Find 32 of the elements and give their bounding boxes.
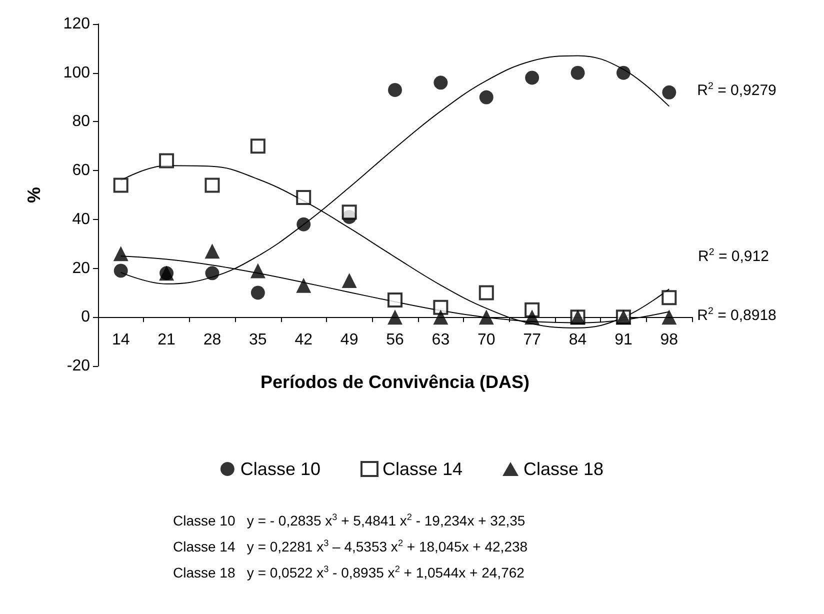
text: R$^{2}$ = 0,912 — [698, 247, 769, 265]
annotation: R$^{2}$ = 0,9279 — [697, 81, 776, 100]
legend-label: Classe 18 — [524, 459, 604, 479]
x-tick-label: 42 — [294, 332, 313, 348]
y-tick-label: 20 — [72, 260, 90, 277]
y-tick-label: 100 — [63, 64, 90, 82]
x-tick-label: 14 — [112, 332, 130, 348]
x-tick-label: 35 — [249, 332, 267, 348]
x-tick-label: 70 — [477, 332, 496, 348]
legend-label: Classe 14 — [382, 459, 463, 479]
x-tick-label: 98 — [660, 332, 678, 348]
y-tick-label: 120 — [63, 16, 90, 32]
x-tick-label: 21 — [158, 332, 176, 348]
x-tick-label: 77 — [523, 332, 542, 348]
x-tick-label: 63 — [432, 332, 450, 348]
annotation: R$^{2}$ = 0,8918 — [697, 306, 776, 324]
x-tick-label: 91 — [614, 332, 632, 348]
y-tick-label: 0 — [81, 308, 90, 326]
y-tick-label: 80 — [72, 113, 90, 130]
y-tick-label: 40 — [72, 210, 90, 228]
y-tick-label: 60 — [72, 162, 90, 180]
text: Classe 10 y = - 0,2835 x$^{3}$ + 5,4841 x$^{2}$ - 19,234x + 32,35 — [173, 512, 526, 529]
x-tick-label: 56 — [386, 332, 404, 348]
x-tick-label: 49 — [340, 332, 358, 348]
legend-label: Classe 10 — [240, 459, 320, 479]
text: Classe 14 y = 0,2281 x$^{3}$ – 4,5353 x$^{2}$ + 18,045x + 42,238 — [173, 538, 528, 555]
x-tick-label: 84 — [568, 332, 587, 348]
y-tick-label: -20 — [66, 358, 90, 374]
y-axis-title: % — [24, 186, 44, 204]
x-tick-label: 28 — [203, 332, 222, 348]
text: Classe 18 y = 0,0522 x$^{3}$ - 0,8935 x$^{2}$ + 1,0544x + 24,762 — [173, 564, 524, 581]
x-axis-title: Períodos de Convivência (DAS) — [259, 372, 531, 393]
